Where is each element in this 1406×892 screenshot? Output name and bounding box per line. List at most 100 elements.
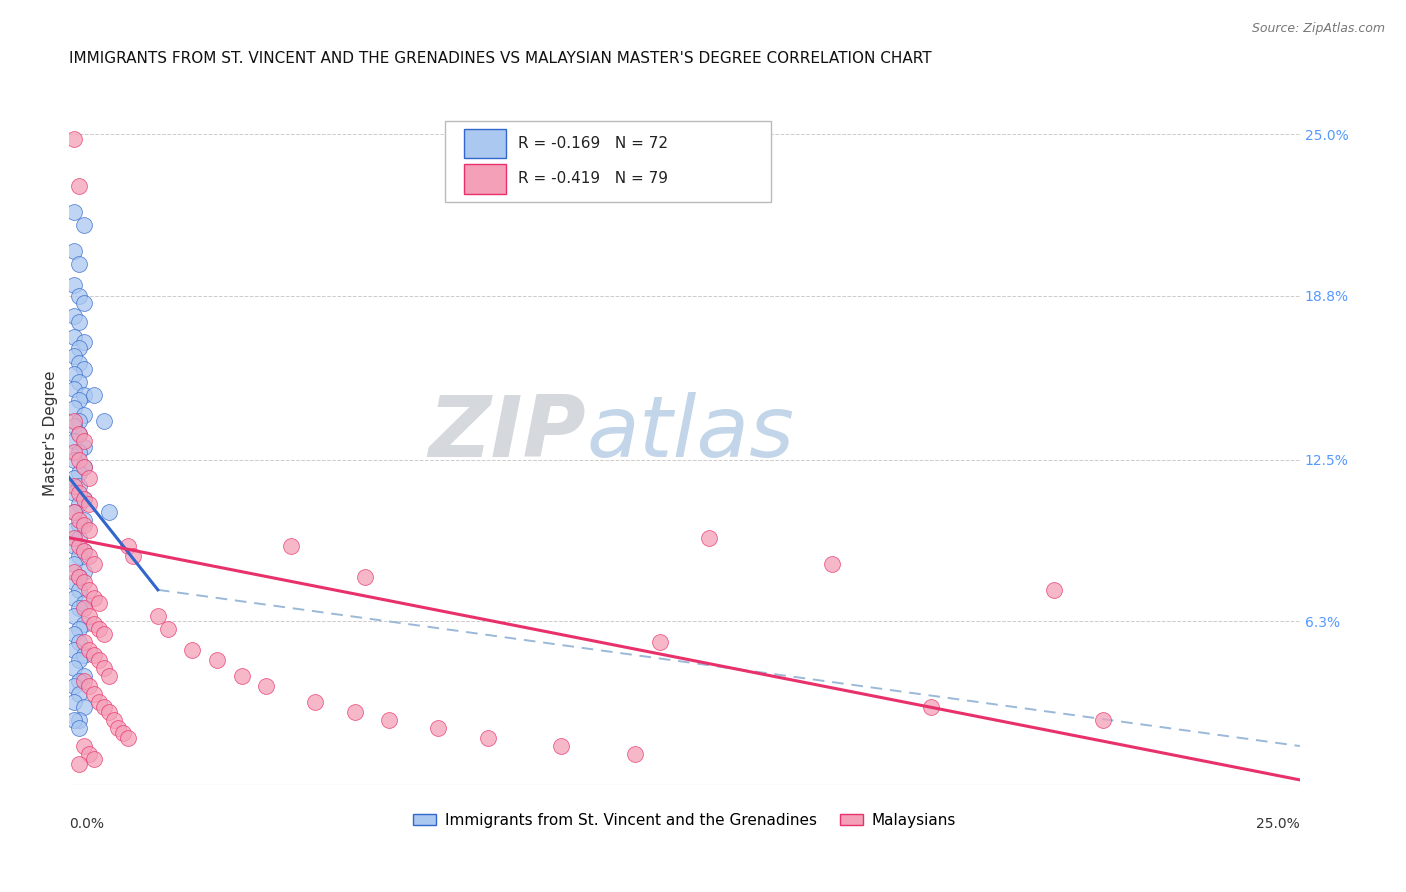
Point — [254, 679, 277, 693]
Text: R = -0.169   N = 72: R = -0.169 N = 72 — [519, 136, 668, 151]
Point — [63, 565, 86, 579]
Point — [97, 705, 120, 719]
Point — [77, 497, 100, 511]
Point — [63, 539, 86, 553]
Point — [73, 700, 96, 714]
Point — [550, 739, 572, 753]
Point — [427, 721, 450, 735]
Point — [67, 582, 90, 597]
Point — [77, 549, 100, 563]
Point — [73, 296, 96, 310]
Point — [73, 512, 96, 526]
Point — [73, 601, 96, 615]
Point — [67, 315, 90, 329]
Point — [73, 491, 96, 506]
Point — [1042, 582, 1064, 597]
Point — [97, 505, 120, 519]
Point — [77, 608, 100, 623]
Point — [63, 367, 86, 381]
Point — [63, 445, 86, 459]
Point — [73, 434, 96, 449]
Point — [63, 642, 86, 657]
Point — [205, 653, 228, 667]
Point — [73, 460, 96, 475]
Point — [73, 460, 96, 475]
Point — [378, 713, 401, 727]
Point — [73, 574, 96, 589]
Point — [73, 673, 96, 688]
Point — [697, 531, 720, 545]
Point — [353, 570, 375, 584]
Point — [73, 361, 96, 376]
Point — [67, 452, 90, 467]
Point — [648, 635, 671, 649]
Point — [280, 539, 302, 553]
Point — [67, 486, 90, 500]
Point — [63, 418, 86, 433]
Point — [63, 627, 86, 641]
Point — [67, 466, 90, 480]
Point — [63, 505, 86, 519]
Point — [63, 523, 86, 537]
Point — [73, 335, 96, 350]
Point — [63, 382, 86, 396]
Point — [73, 565, 96, 579]
Point — [67, 497, 90, 511]
Point — [63, 591, 86, 605]
Point — [67, 687, 90, 701]
Point — [63, 486, 86, 500]
Point — [77, 679, 100, 693]
Point — [73, 219, 96, 233]
Point — [63, 661, 86, 675]
Point — [63, 205, 86, 219]
Point — [73, 669, 96, 683]
Point — [67, 549, 90, 563]
Point — [112, 726, 135, 740]
Point — [63, 401, 86, 415]
Point — [67, 414, 90, 428]
Point — [63, 414, 86, 428]
Point — [73, 616, 96, 631]
Point — [63, 132, 86, 146]
Point — [83, 752, 105, 766]
Point — [77, 747, 100, 761]
Text: 25.0%: 25.0% — [1256, 817, 1299, 830]
Text: Source: ZipAtlas.com: Source: ZipAtlas.com — [1251, 22, 1385, 36]
Point — [304, 695, 326, 709]
Point — [67, 622, 90, 636]
Point — [63, 278, 86, 293]
Point — [63, 310, 86, 324]
Point — [103, 713, 125, 727]
Text: 0.0%: 0.0% — [69, 817, 104, 830]
Text: ZIP: ZIP — [429, 392, 586, 475]
Point — [122, 549, 145, 563]
Point — [63, 330, 86, 344]
Point — [67, 653, 90, 667]
Point — [181, 642, 204, 657]
Point — [63, 713, 86, 727]
FancyBboxPatch shape — [464, 164, 506, 194]
Point — [63, 505, 86, 519]
Point — [63, 349, 86, 363]
Point — [67, 601, 90, 615]
Point — [73, 517, 96, 532]
Point — [63, 574, 86, 589]
Point — [73, 440, 96, 454]
Point — [67, 570, 90, 584]
Point — [73, 491, 96, 506]
Text: atlas: atlas — [586, 392, 794, 475]
Point — [146, 608, 169, 623]
FancyBboxPatch shape — [444, 120, 770, 202]
Point — [83, 616, 105, 631]
Point — [83, 387, 105, 401]
Point — [83, 591, 105, 605]
Point — [67, 539, 90, 553]
Point — [624, 747, 647, 761]
Point — [117, 731, 139, 746]
Text: IMMIGRANTS FROM ST. VINCENT AND THE GRENADINES VS MALAYSIAN MASTER'S DEGREE CORR: IMMIGRANTS FROM ST. VINCENT AND THE GREN… — [69, 51, 932, 66]
Point — [343, 705, 366, 719]
Point — [73, 635, 96, 649]
Point — [67, 426, 90, 441]
Point — [73, 409, 96, 423]
Point — [77, 523, 100, 537]
